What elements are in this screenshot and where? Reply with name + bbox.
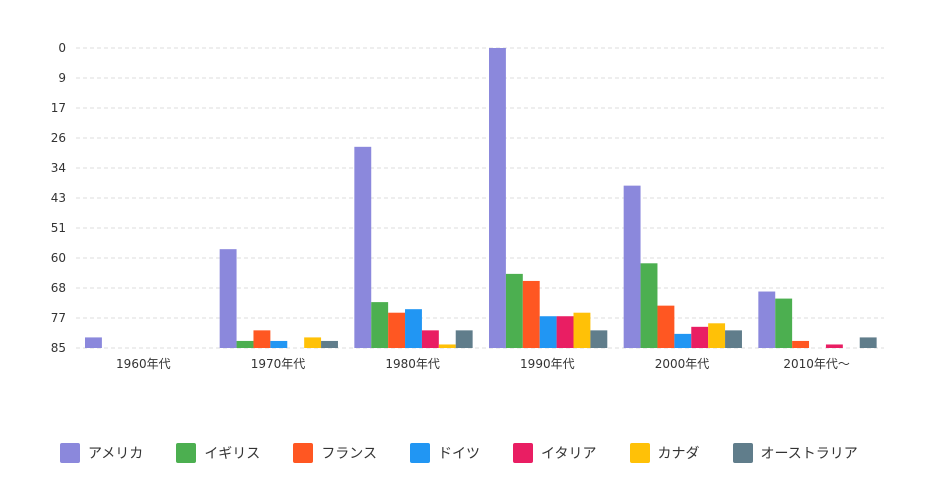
bar-2 (640, 263, 658, 348)
y-tick-label: 17 (51, 101, 66, 115)
bar-2 (775, 298, 793, 348)
bar-3 (657, 305, 675, 348)
bar-2 (505, 273, 523, 348)
legend-swatch (293, 443, 314, 463)
bar-3 (253, 330, 271, 348)
legend-label: オーストラリア (760, 446, 858, 462)
y-tick-label: 0 (58, 41, 66, 55)
bar-7 (321, 340, 338, 348)
bar-1 (489, 48, 506, 348)
legend-label: フランス (321, 446, 378, 462)
legend-swatch (732, 443, 753, 463)
x-tick-label: 1970年代 (251, 357, 306, 371)
x-tick-label: 2010年代〜 (783, 357, 850, 371)
bar-7 (455, 330, 473, 348)
bar-1 (219, 249, 237, 348)
bar-6 (708, 323, 726, 348)
legend-item[interactable]: フランス (293, 443, 377, 463)
bar-5 (421, 330, 439, 348)
bar-3 (388, 312, 406, 348)
y-tick-label: 60 (51, 251, 66, 265)
y-tick-label: 34 (51, 161, 66, 175)
y-tick-label: 43 (51, 191, 66, 205)
legend-item[interactable]: ドイツ (410, 443, 480, 463)
bar-2 (236, 340, 254, 348)
x-tick-label: 1960年代 (116, 357, 171, 371)
x-tick-label: 1980年代 (385, 357, 440, 371)
y-tick-label: 85 (51, 341, 66, 355)
bar-7 (590, 330, 608, 348)
legend-label: ドイツ (438, 446, 481, 462)
legend-item[interactable]: カナダ (629, 443, 700, 463)
bar-6 (573, 312, 591, 348)
legend-label: イタリア (541, 446, 597, 462)
legend-label: カナダ (657, 446, 700, 462)
bar-6 (304, 337, 322, 348)
bar-1 (623, 185, 641, 348)
bar-4 (270, 340, 288, 348)
bar-3 (792, 340, 810, 348)
legend-swatch (629, 443, 650, 463)
x-tick-label: 2000年代 (655, 357, 710, 371)
y-tick-label: 26 (51, 131, 66, 145)
legend-item[interactable]: オーストラリア (732, 443, 858, 463)
y-tick-label: 68 (51, 281, 66, 295)
legend-swatch (176, 443, 197, 463)
legend-swatch (513, 443, 534, 463)
bar-4 (539, 316, 557, 348)
bar-5 (691, 326, 709, 348)
legend-label: イギリス (204, 446, 261, 462)
bar-4 (674, 333, 692, 348)
legend-swatch (410, 443, 431, 463)
bar-1 (354, 146, 372, 348)
bar-7 (725, 330, 742, 348)
bar-3 (522, 280, 540, 348)
legend-item[interactable]: イギリス (176, 443, 260, 463)
bar-4 (405, 309, 422, 348)
bar-1 (758, 291, 776, 348)
y-tick-label: 9 (58, 71, 66, 85)
y-tick-label: 51 (51, 221, 66, 235)
bar-chart: 0 9 17 26 34 43 51 60 68 77 85 1960年代 1970年代 1980年代 19… (51, 41, 884, 371)
legend-item[interactable]: イタリア (513, 443, 597, 463)
legend-item[interactable]: アメリカ (60, 443, 143, 463)
bar-2 (371, 302, 389, 348)
legend-label: アメリカ (88, 446, 144, 462)
legend: アメリカ イギリス フランス ドイツ イタリア カナダ オーストラリア (60, 443, 858, 463)
legend-swatch (60, 443, 80, 463)
bar-1 (85, 337, 102, 348)
x-tick-label: 1990年代 (520, 357, 575, 371)
bar-5 (556, 316, 574, 348)
bar-7 (859, 337, 877, 348)
bar-6 (438, 344, 456, 348)
y-tick-label: 77 (51, 311, 66, 325)
bar-5 (825, 344, 843, 348)
